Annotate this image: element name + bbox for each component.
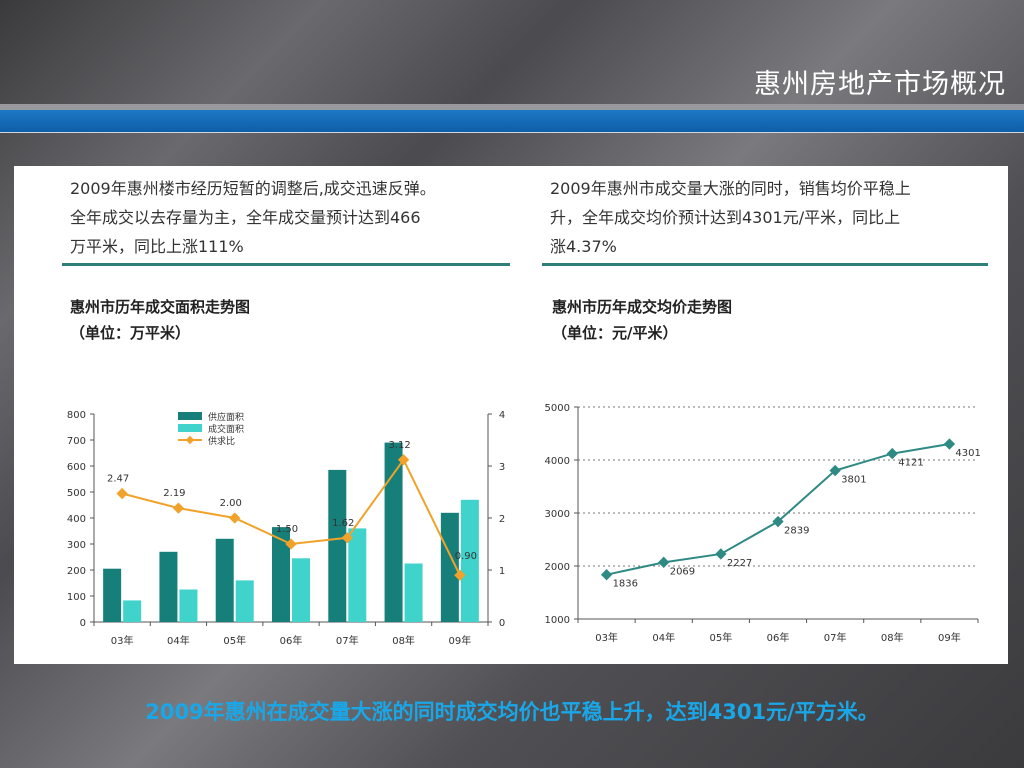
y-tick-label: 800 [67,410,86,421]
ratio-point [229,512,241,524]
left-intro: 2009年惠州楼市经历短暂的调整后,成交迅速反弹。 全年成交以去存量为主，全年成… [70,174,510,261]
right-intro-line: 2009年惠州市成交量大涨的同时，销售均价平稳上 [550,179,911,198]
y-tick-label: 500 [67,488,86,499]
y-tick-label: 5000 [545,403,570,414]
slide-title: 惠州房地产市场概况 [754,69,1006,100]
area-chart: 0 100 200 300 400 500 600 700 800 0 1 2 3 4 03年 04年 05年 0… [67,410,505,647]
x-tick-label: 04年 [167,634,190,647]
bar-supply [384,442,403,622]
y2-tick-label: 1 [499,566,505,577]
price-point [829,464,841,477]
right-chart-unit: （单位：元/平米） [552,324,678,342]
ratio-label: 0.90 [455,551,477,562]
ratio-point [285,538,297,550]
bar-deal [404,563,423,622]
ratio-point [116,487,128,500]
header-blue-band [0,110,1024,133]
y-tick-label: 600 [67,462,86,473]
x-tick-label: 05年 [223,634,246,647]
right-intro: 2009年惠州市成交量大涨的同时，销售均价平稳上 升，全年成交均价预计达到430… [550,174,990,261]
left-divider [62,263,510,266]
y2-tick-label: 4 [499,410,505,421]
y-tick-label: 4000 [545,456,570,467]
y-tick-label: 700 [67,436,86,447]
ratio-point [172,502,185,514]
price-point [715,548,727,560]
y-tick-label: 300 [67,540,86,551]
ratio-label: 1.50 [276,524,298,535]
x-tick-label: 03年 [595,631,618,644]
bar-deal [179,589,198,622]
x-tick-label: 06年 [280,634,303,647]
price-label: 4301 [955,448,980,459]
legend-label-ratio: 供求比 [208,435,235,447]
left-intro-line: 全年成交以去存量为主，全年成交量预计达到466 [70,208,421,227]
left-chart-title-line: 惠州市历年成交面积走势图 [70,298,251,316]
y-tick-label: 1000 [545,615,570,626]
legend-label-deal: 成交面积 [208,423,244,435]
ratio-label: 2.47 [107,474,129,485]
bar-supply [272,527,290,622]
ratio-label: 2.19 [163,488,185,499]
y-tick-label: 0 [80,618,86,629]
y2-tick-label: 2 [499,514,505,525]
bar-supply [103,568,122,622]
left-intro-line: 万平米，同比上涨111% [70,237,244,256]
price-label: 3801 [841,475,866,486]
right-chart-title-line: 惠州市历年成交均价走势图 [552,298,733,316]
y-tick-label: 100 [67,592,86,603]
y-tick-label: 200 [67,566,86,577]
header-gray-band [0,104,1024,110]
x-tick-label: 04年 [652,631,675,644]
y-tick-label: 400 [67,514,86,525]
x-tick-label: 09年 [938,631,961,644]
legend-marker-ratio [185,435,195,445]
price-point [886,447,898,460]
y-tick-label: 2000 [545,562,570,573]
left-intro-line: 2009年惠州楼市经历短暂的调整后,成交迅速反弹。 [70,179,436,198]
x-tick-label: 08年 [392,634,415,647]
x-tick-label: 07年 [824,631,847,644]
bar-supply [159,551,178,622]
price-point [600,569,613,581]
bar-deal [292,558,310,622]
right-intro-line: 涨4.37% [550,237,617,256]
bar-supply [328,469,347,622]
y2-tick-label: 0 [499,618,505,629]
bottom-caption: 2009年惠州在成交量大涨的同时成交均价也平稳上升，达到4301元/平方米。 [145,700,879,724]
right-intro-line: 升，全年成交均价预计达到4301元/平米，同比上 [550,208,901,227]
bar-supply [215,538,234,622]
bar-deal [348,528,367,622]
left-chart-unit: （单位：万平米） [70,324,191,342]
ratio-label: 2.00 [220,498,242,509]
legend-label-supply: 供应面积 [208,411,244,423]
price-label: 4121 [898,458,923,469]
bar-deal [460,499,479,622]
price-label: 2069 [670,566,695,577]
x-tick-label: 06年 [767,631,790,644]
x-tick-label: 09年 [448,634,471,647]
x-tick-label: 03年 [111,634,134,647]
y2-tick-label: 3 [499,462,505,473]
bar-supply [440,512,459,622]
left-chart-title: 惠州市历年成交面积走势图 （单位：万平米） [70,294,250,346]
bar-deal [123,600,142,622]
x-tick-label: 08年 [881,631,904,644]
x-tick-label: 05年 [709,631,732,644]
y-tick-label: 3000 [545,509,570,520]
price-point [943,438,956,450]
legend-swatch-deal [178,424,202,432]
price-label: 1836 [613,579,638,590]
legend-swatch-supply [178,412,202,420]
price-label: 2839 [784,526,809,537]
right-divider [542,263,988,266]
price-label: 2227 [727,558,752,569]
price-chart: 1000 2000 3000 4000 5000 03年 04年 05年 06年 07年 08年 09… [545,403,981,644]
x-tick-label: 07年 [336,634,359,647]
bar-deal [235,580,254,622]
ratio-label: 1.62 [332,518,354,529]
right-chart-title: 惠州市历年成交均价走势图 （单位：元/平米） [552,294,732,346]
ratio-label: 3.12 [388,440,410,451]
